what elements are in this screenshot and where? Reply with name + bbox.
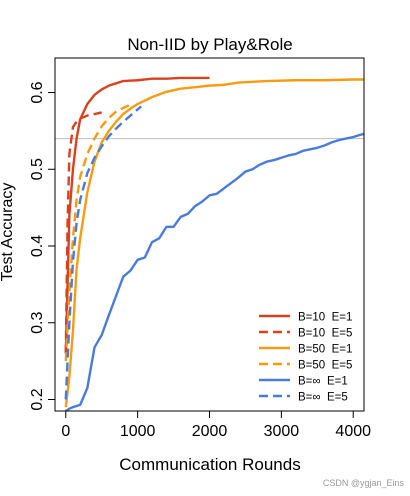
x-tick-label: 3000 [264, 423, 300, 440]
x-axis-label: Communication Rounds [119, 455, 300, 474]
x-tick-label: 1000 [120, 423, 156, 440]
legend-label-4: B=50 E=5 [298, 360, 352, 372]
legend-label-5: B=∞ E=1 [298, 376, 348, 388]
legend-label-6: B=∞ E=5 [298, 392, 348, 404]
y-tick-label: 0.4 [29, 235, 46, 257]
y-tick-label: 0.5 [29, 158, 46, 180]
series-line-6 [64, 105, 143, 400]
y-axis-label: Test Accuracy [0, 183, 16, 282]
series-line-5 [65, 132, 364, 411]
legend: B=10 E=1 B=10 E=5 B=50 E=1 B=50 E=5 B=∞ E=1 B… [259, 312, 352, 404]
series-line-1 [64, 76, 210, 354]
x-tick-label: 4000 [335, 423, 371, 440]
series-line-2 [64, 111, 102, 354]
y-tick-label: 0.2 [29, 388, 46, 410]
axis-ticks: 0 1000 2000 3000 4000 0.2 0.3 0.4 0.5 0.6 [29, 81, 371, 440]
series-layer [64, 76, 364, 411]
legend-label-3: B=50 E=1 [298, 344, 352, 356]
plot-frame [54, 57, 365, 412]
y-tick-label: 0.3 [29, 312, 46, 334]
series-line-3 [64, 78, 364, 408]
legend-label-2: B=10 E=5 [298, 328, 352, 340]
x-tick-label: 2000 [192, 423, 228, 440]
watermark: CSDN @ygjan_Eins [323, 478, 405, 488]
series-line-4 [64, 103, 131, 362]
legend-label-1: B=10 E=1 [298, 312, 352, 324]
chart-title: Non-IID by Play&Role [127, 35, 292, 54]
x-tick-label: 0 [61, 423, 70, 440]
y-tick-label: 0.6 [29, 81, 46, 103]
